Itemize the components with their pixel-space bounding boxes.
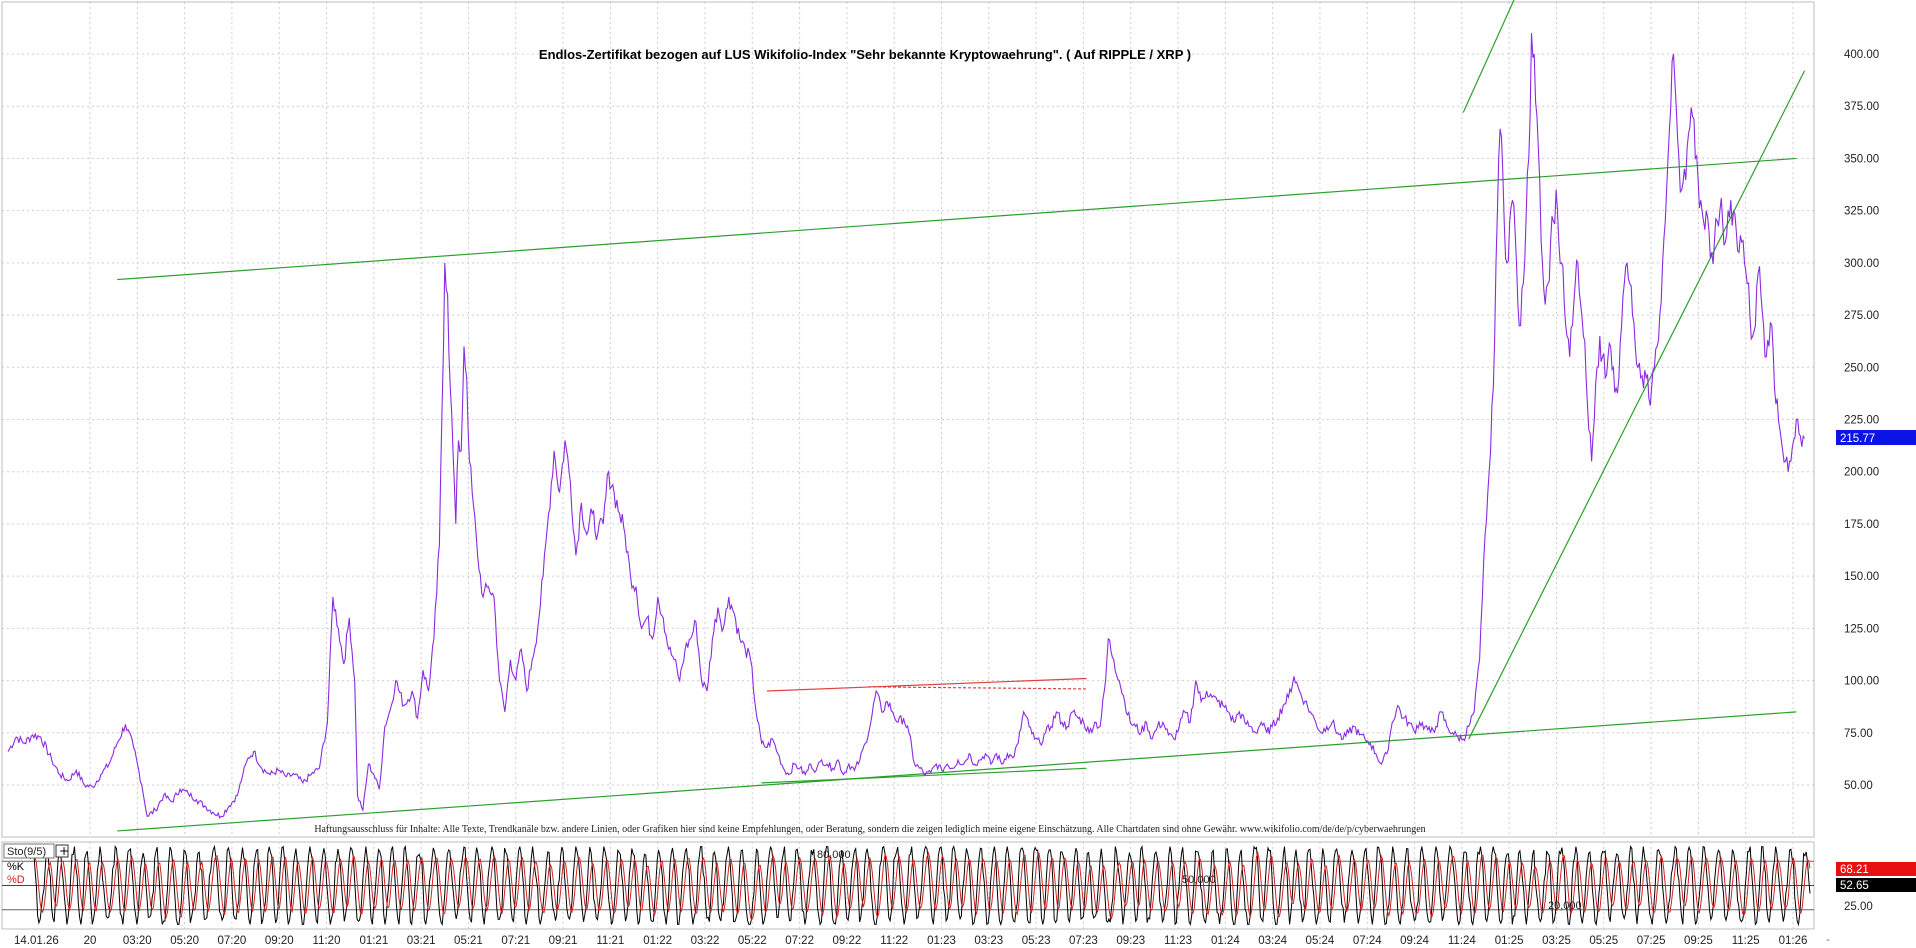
trend-line: [117, 157, 1797, 281]
x-tick-label: 11:24: [1448, 935, 1477, 947]
y-tick-label: 125.00: [1844, 623, 1879, 635]
y-tick-label: 200.00: [1844, 467, 1879, 479]
x-tick-label: 07:20: [218, 935, 247, 947]
x-tick-label: 11:23: [1164, 935, 1192, 947]
level-20-label: 20,000: [1548, 900, 1582, 912]
trend-line: [761, 767, 1087, 784]
x-tick-label: 05:24: [1306, 935, 1335, 947]
stochastic-panel: Sto(9/5) + %K %D 80,000 50,000 20,000 25…: [1, 841, 1916, 930]
stochastic-legend-box: [3, 843, 55, 859]
price-series: [7, 33, 1805, 820]
price-plot-frame: [1, 1, 1815, 838]
x-tick-label: 01:24: [1211, 935, 1240, 947]
price-line: [7, 33, 1805, 820]
plus-icon: +: [59, 844, 69, 858]
disclaimer-note: Haftungsausschluss für Inhalte: Alle Tex…: [314, 824, 1425, 835]
y-tick-label: 325.00: [1844, 206, 1879, 218]
stochastic-series: [29, 844, 1811, 927]
y-tick-label: 375.00: [1844, 101, 1879, 113]
stochastic-d-line: [29, 851, 1811, 921]
stochastic-y-tick: 25.00: [1844, 901, 1873, 913]
x-tick-label: 05:23: [1022, 935, 1051, 947]
price-grid: [2, 2, 1814, 837]
y-tick-label: 225.00: [1844, 415, 1879, 427]
x-tick-label: 03:21: [407, 935, 436, 947]
x-tick-label: 09:25: [1684, 935, 1713, 947]
y-tick-label: 300.00: [1844, 258, 1879, 270]
x-tick-label: 07:21: [501, 935, 530, 947]
x-tick-label: 03:22: [691, 935, 720, 947]
k-value-marker: 68.21: [1836, 862, 1916, 876]
x-tick-label: 05:21: [454, 935, 483, 947]
trend-line: [767, 677, 1087, 692]
legend-sto: Sto(9/5): [7, 846, 46, 858]
x-tick-label: 09:22: [832, 935, 861, 947]
x-tick-label: 03:23: [974, 935, 1003, 947]
x-tick-label: 09:23: [1116, 935, 1145, 947]
x-tick-label: 14.01.26: [14, 935, 59, 947]
y-tick-label: 150.00: [1844, 571, 1879, 583]
price-panel: 50.00 75.00 100.00 125.00 150.00 175.00 200.00…: [1, 0, 1916, 838]
x-tick-label: 20: [84, 935, 97, 947]
trend-line: [1468, 70, 1806, 740]
y-tick-label: 100.00: [1844, 676, 1879, 688]
trend-lines: [117, 0, 1806, 832]
x-tick-label: 11:25: [1732, 935, 1760, 947]
x-tick-label: 09:24: [1400, 935, 1429, 947]
last-value-marker: 215.77: [1836, 430, 1916, 445]
d-value-box: [1836, 878, 1916, 892]
y-tick-label: 250.00: [1844, 362, 1879, 374]
y-tick-label: 50.00: [1844, 780, 1873, 792]
scroll-arrow[interactable]: -: [1826, 933, 1830, 946]
dashed-resistance-line: [868, 686, 1087, 690]
x-tick-label: 11:21: [596, 935, 624, 947]
x-tick-label: 07:23: [1069, 935, 1098, 947]
price-y-axis: 50.00 75.00 100.00 125.00 150.00 175.00 200.00…: [1844, 49, 1879, 792]
k-value-label: 68.21: [1840, 864, 1869, 876]
x-tick-label: 01:26: [1779, 935, 1808, 947]
x-tick-label: 01:23: [927, 935, 956, 947]
level-50-label: 50,000: [1182, 874, 1216, 886]
x-tick-label: 01:25: [1495, 935, 1524, 947]
x-tick-label: 11:22: [880, 935, 908, 947]
y-tick-label: 175.00: [1844, 519, 1879, 531]
x-tick-label: 05:20: [170, 935, 199, 947]
d-value-label: 52.65: [1840, 880, 1869, 892]
last-value-box: [1836, 430, 1916, 445]
x-tick-label: 01:21: [359, 935, 388, 947]
x-tick-label: 07:25: [1637, 935, 1666, 947]
trend-line: [117, 711, 1797, 832]
level-80-label: 80,000: [817, 849, 851, 861]
y-tick-label: 75.00: [1844, 728, 1873, 740]
x-tick-label: 05:25: [1589, 935, 1618, 947]
x-tick-label: 09:20: [265, 935, 294, 947]
x-tick-label: 01:22: [643, 935, 672, 947]
stochastic-k-line: [29, 844, 1811, 927]
d-value-marker: 52.65: [1836, 878, 1916, 892]
legend-d: %D: [7, 874, 25, 886]
x-tick-label: 07:24: [1353, 935, 1382, 947]
k-value-box: [1836, 862, 1916, 876]
chart-title: Endlos-Zertifikat bezogen auf LUS Wikifo…: [539, 47, 1191, 62]
trend-line: [1462, 0, 1515, 113]
x-tick-label: 09:21: [549, 935, 578, 947]
x-tick-label: 05:22: [738, 935, 767, 947]
date-axis: 14.01.26 20 03:20 05:20 07:20 09:20 11:20 01:21…: [14, 935, 1807, 947]
x-tick-label: 07:22: [785, 935, 814, 947]
legend-k: %K: [7, 861, 25, 873]
last-value-label: 215.77: [1840, 433, 1875, 445]
y-tick-label: 275.00: [1844, 310, 1879, 322]
x-tick-label: 11:20: [313, 935, 341, 947]
stochastic-legend: Sto(9/5) + %K %D: [3, 843, 69, 886]
expand-indicator-button[interactable]: [55, 844, 69, 858]
y-tick-label: 350.00: [1844, 153, 1879, 165]
x-tick-label: 03:20: [123, 935, 152, 947]
x-tick-label: 03:24: [1258, 935, 1287, 947]
x-tick-label: 03:25: [1542, 935, 1571, 947]
y-tick-label: 400.00: [1844, 49, 1879, 61]
